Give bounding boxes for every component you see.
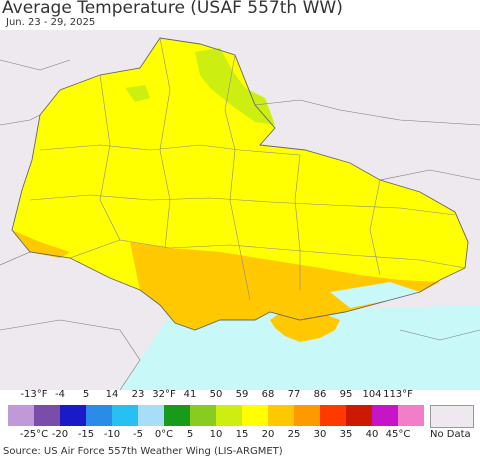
no-data-swatch [430,405,474,428]
f-tick: 32°F [152,389,176,400]
c-tick: 20 [261,429,275,440]
west-hot-strip [12,230,70,258]
c-tick: 15 [235,429,249,440]
color-legend [8,405,424,426]
c-tick: -20 [51,429,69,440]
f-tick: 41 [183,389,197,400]
legend-swatch [294,405,320,426]
legend-swatch [34,405,60,426]
f-tick: 95 [339,389,353,400]
regional-borders [29,37,466,301]
cool-patch-northwest [125,85,150,102]
temperature-map [0,30,480,390]
legend-swatch [86,405,112,426]
f-tick: 113°F [383,389,413,400]
cool-patch-north [195,48,275,125]
legend-swatch [8,405,34,426]
legend-swatch [372,405,398,426]
legend-swatch [112,405,138,426]
hot-region [130,242,440,330]
legend-swatch [268,405,294,426]
f-tick: -13°F [20,389,48,400]
legend-swatch [398,405,424,426]
map-title: Average Temperature (USAF 557th WW) [2,0,343,18]
f-tick: 14 [105,389,119,400]
c-tick: 45°C [385,429,411,440]
legend-swatch [138,405,164,426]
c-tick: -25°C [19,429,49,440]
c-tick: 25 [287,429,301,440]
sea-area [120,305,480,390]
f-tick: 86 [313,389,327,400]
crimea [270,306,340,342]
legend-swatch [164,405,190,426]
c-tick: 0°C [154,429,174,440]
legend-swatch [60,405,86,426]
f-tick: 59 [235,389,249,400]
c-tick: 35 [339,429,353,440]
f-tick: 104 [362,389,382,400]
no-data-label: No Data [430,429,471,440]
legend-swatch [242,405,268,426]
c-tick: 40 [365,429,379,440]
c-tick: -5 [133,429,143,440]
c-tick: -15 [77,429,95,440]
f-tick: 5 [82,389,90,400]
legend-swatch [346,405,372,426]
f-tick: 68 [261,389,275,400]
legend-swatch [216,405,242,426]
f-tick: 77 [287,389,301,400]
f-tick: 50 [209,389,223,400]
source-credit: Source: US Air Force 557th Weather Wing … [3,446,283,457]
c-tick: -10 [103,429,121,440]
neighbor-borders [0,59,480,390]
warm-region [12,38,468,330]
date-range: Jun. 23 - 29, 2025 [6,17,96,28]
country-border [11,37,469,331]
c-tick: 5 [186,429,194,440]
c-tick: 10 [209,429,223,440]
azov-sea [330,282,420,308]
legend-swatch [320,405,346,426]
legend-swatch [190,405,216,426]
f-tick: 23 [131,389,145,400]
f-tick: -4 [55,389,65,400]
c-tick: 30 [313,429,327,440]
